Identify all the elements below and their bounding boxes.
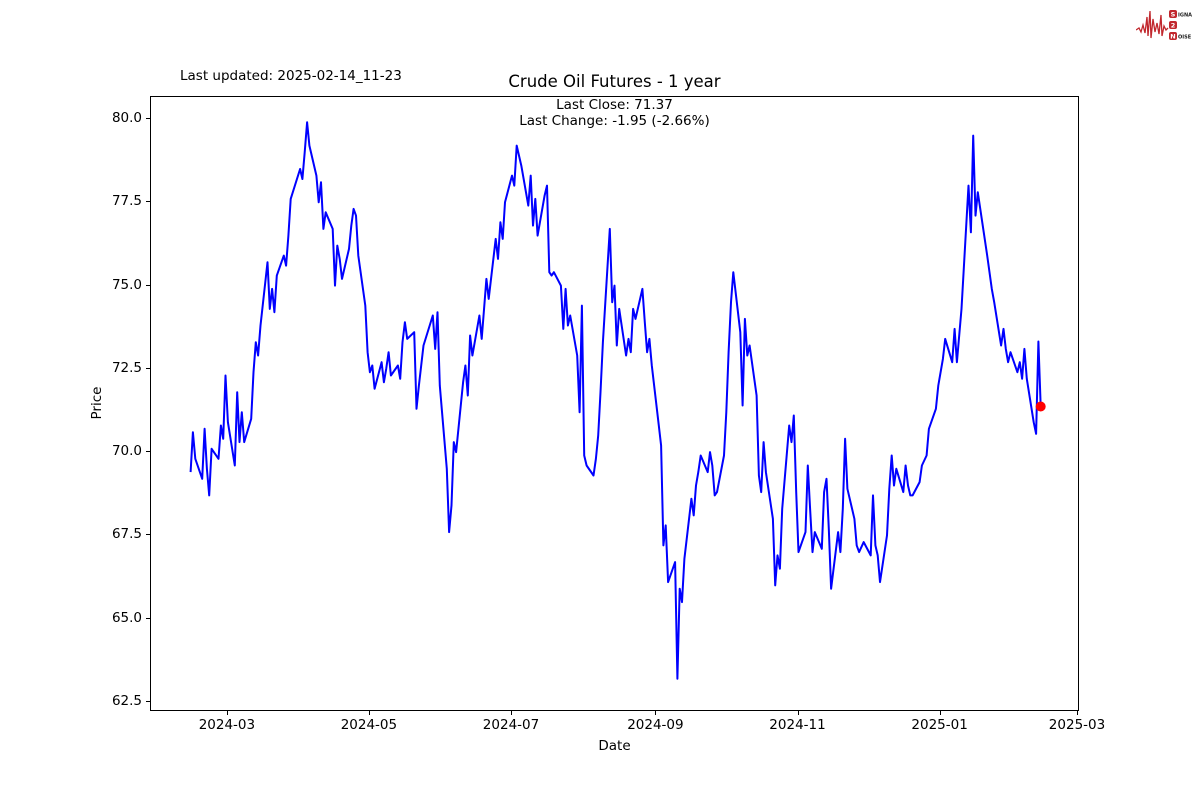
- y-tick-label: 77.5: [111, 193, 142, 210]
- logo-letter-box: [1169, 10, 1177, 18]
- y-tick-label: 70.0: [111, 443, 142, 460]
- plot-area: [150, 96, 1079, 711]
- y-tick-label: 67.5: [111, 526, 142, 543]
- x-tick-label: 2025-01: [911, 717, 968, 733]
- price-series-line: [189, 121, 1042, 680]
- x-tick-mark: [797, 711, 799, 715]
- x-tick-mark: [655, 711, 657, 715]
- y-tick-mark: [146, 617, 150, 619]
- y-tick-label: 62.5: [111, 693, 142, 709]
- x-axis-label: Date: [598, 738, 631, 754]
- y-tick-mark: [146, 118, 150, 119]
- y-tick-label: 75.0: [111, 276, 142, 293]
- annotation-last-change: Last Change: -1.95 (-2.66%): [519, 113, 710, 129]
- y-tick-mark: [146, 367, 150, 369]
- x-tick-label: 2024-11: [769, 717, 826, 733]
- y-tick-label: 65.0: [111, 609, 142, 626]
- logo-word-text: OISE: [1178, 35, 1192, 41]
- x-tick-mark: [511, 711, 512, 715]
- annotation-last-close: Last Close: 71.37: [556, 97, 673, 113]
- x-tick-mark: [939, 711, 941, 715]
- waveform-icon: [1136, 10, 1169, 39]
- y-tick-mark: [146, 701, 150, 702]
- x-tick-mark: [368, 711, 370, 715]
- logo-letter-box: [1169, 32, 1177, 40]
- y-axis-label: Price: [89, 386, 105, 420]
- chart-title: Crude Oil Futures - 1 year: [508, 72, 721, 91]
- x-tick-label: 2024-07: [482, 717, 540, 733]
- logo-letter-box: [1169, 21, 1177, 29]
- logo-boxed-letter: N: [1170, 33, 1175, 41]
- y-tick-mark: [146, 201, 150, 203]
- x-tick-label: 2024-09: [627, 717, 684, 733]
- y-tick-label: 72.5: [111, 359, 142, 376]
- logo-word-text: IGNAL: [1178, 13, 1192, 19]
- logo-boxed-letter: S: [1171, 11, 1176, 19]
- x-tick-label: 2024-03: [198, 717, 256, 733]
- y-tick-mark: [146, 451, 150, 453]
- logo-boxed-letter: 2: [1171, 22, 1176, 30]
- x-tick-label: 2024-05: [340, 717, 398, 733]
- x-tick-label: 2025-03: [1048, 717, 1106, 733]
- annotation-block: Last Close: 71.37 Last Change: -1.95 (-2…: [150, 97, 1079, 129]
- y-tick-mark: [146, 284, 150, 286]
- last-close-marker: [1035, 401, 1046, 412]
- y-tick-label: 80.0: [111, 110, 142, 126]
- x-tick-mark: [226, 711, 228, 715]
- price-line-chart: [189, 121, 1046, 680]
- last-updated-text: Last updated: 2025-02-14_11-23: [180, 68, 402, 84]
- x-tick-mark: [1077, 711, 1078, 715]
- y-tick-mark: [146, 534, 150, 536]
